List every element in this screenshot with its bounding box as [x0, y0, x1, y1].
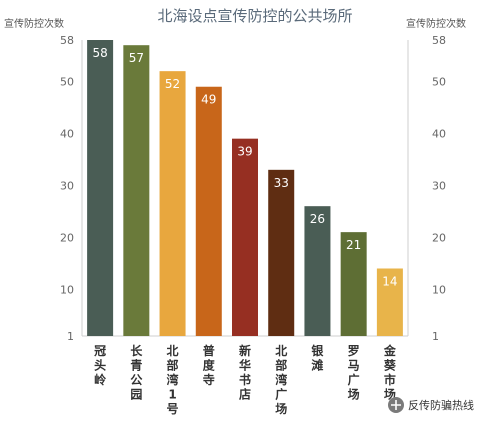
category-char: 头: [94, 358, 106, 373]
category-label-7: 银滩: [311, 343, 324, 373]
category-char: 普: [203, 343, 215, 358]
category-char: 场: [275, 402, 287, 416]
category-char: 滩: [311, 358, 323, 373]
bars: 58 57 52 49 39 33 26 21 14: [87, 40, 403, 336]
bar-9: [376, 268, 403, 336]
category-char: 书: [239, 372, 251, 387]
chart-title: 北海设点宣传防控的公共场所: [157, 7, 352, 25]
category-char: 广: [275, 387, 287, 402]
bar-5: [232, 138, 258, 336]
data-label-8: 21: [346, 238, 361, 252]
category-char: 广: [348, 372, 360, 387]
y-tick-left-40: 40: [60, 127, 74, 140]
category-char: 部: [275, 358, 287, 373]
watermark-badge: 反传防骗热线: [388, 397, 474, 413]
y-tick-right-20: 20: [432, 231, 446, 244]
category-char: 园: [130, 388, 142, 402]
bar-7: [304, 206, 331, 336]
data-label-9: 14: [382, 274, 397, 288]
category-char: 度: [203, 358, 216, 373]
data-label-4: 49: [201, 93, 216, 107]
category-char: 公: [130, 373, 142, 387]
category-char: 湾: [275, 372, 287, 387]
watermark-text: 反传防骗热线: [408, 398, 474, 412]
category-char: 市: [384, 372, 396, 387]
bar-2: [123, 45, 150, 336]
data-label-6: 33: [274, 176, 289, 190]
data-label-7: 26: [310, 212, 325, 226]
category-char: 湾: [167, 372, 179, 387]
y-tick-right-30: 30: [432, 179, 446, 192]
y-tick-right-50: 50: [432, 76, 446, 89]
category-label-4: 普度寺: [203, 343, 216, 387]
category-char: 马: [348, 359, 360, 373]
y-tick-right-10: 10: [432, 283, 446, 296]
category-char: 华: [239, 358, 251, 373]
bar-6: [268, 169, 295, 336]
category-char: 场: [348, 388, 360, 402]
category-char: 罗: [348, 343, 360, 358]
y-tick-right-40: 40: [432, 127, 446, 140]
category-char: 北: [167, 343, 179, 358]
y-tick-left-10: 10: [60, 283, 74, 296]
category-char: 长: [130, 343, 143, 358]
category-char: 金: [383, 343, 397, 358]
y-tick-left-1: 1: [67, 330, 74, 343]
bar-8: [340, 232, 367, 336]
y-tick-left-20: 20: [60, 231, 74, 244]
category-char: 青: [130, 358, 142, 373]
y-tick-left-58: 58: [60, 34, 74, 47]
y-tick-right-1: 1: [432, 330, 439, 343]
data-label-5: 39: [237, 145, 252, 159]
y-axis-title-left: 宣传防控次数: [4, 17, 64, 30]
y-tick-left-50: 50: [60, 76, 74, 89]
category-char: 1: [168, 388, 176, 402]
category-char: 寺: [203, 372, 215, 387]
category-char: 冠: [94, 344, 106, 358]
category-char: 银: [311, 343, 324, 358]
data-label-2: 57: [129, 51, 144, 65]
bar-4: [195, 86, 222, 336]
y-tick-right-58: 58: [432, 34, 446, 47]
category-char: 北: [275, 343, 287, 358]
data-label-3: 52: [165, 77, 180, 91]
category-char: 部: [167, 358, 179, 373]
y-tick-left-30: 30: [60, 179, 74, 192]
category-char: 号: [167, 401, 179, 416]
y-ticks-left: 1 10 20 30 40 50 58: [60, 34, 74, 343]
y-ticks-right: 1 10 20 30 40 50 58: [432, 34, 446, 343]
bar-3: [159, 71, 186, 336]
y-axis-title-right: 宣传防控次数: [406, 17, 466, 30]
data-label-1: 58: [92, 46, 107, 60]
category-char: 店: [239, 387, 251, 402]
category-char: 新: [239, 343, 251, 358]
category-char: 葵: [383, 358, 397, 373]
category-label-1: 冠头岭: [94, 344, 106, 387]
bar-1: [87, 40, 114, 336]
category-char: 岭: [94, 372, 106, 387]
